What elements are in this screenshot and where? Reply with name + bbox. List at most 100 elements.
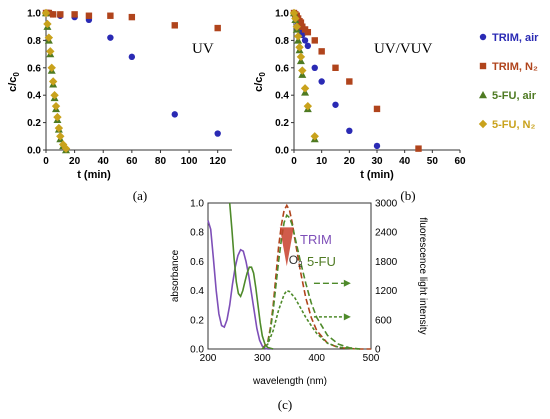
panel-a-xtick-label: 60: [126, 156, 138, 167]
panel-a-xtick-label: 120: [209, 156, 226, 167]
panel-a-point: [56, 132, 65, 141]
panel-b-annotation: UV/VUV: [374, 41, 432, 57]
panel-a-xlabel: t (min): [77, 169, 111, 181]
panel-b-point: [310, 132, 319, 141]
panel-b-xtick-label: 30: [371, 156, 383, 167]
panel-b-point: [295, 43, 304, 52]
panel-b-label: (b): [400, 188, 415, 203]
panel-b-point: [373, 142, 381, 150]
panel-c-xtick-label: 500: [363, 353, 380, 364]
panel-c-legend-trim: TRIM: [300, 232, 332, 247]
panel-b-xtick-label: 40: [399, 156, 411, 167]
panel-a-point: [51, 101, 61, 111]
panel-c-ytick-label: 0.2: [190, 315, 204, 326]
arrow-right-icon: [343, 279, 351, 287]
panel-a-label: (a): [133, 188, 147, 203]
panel-b-point: [332, 64, 339, 71]
panel-a-point: [48, 77, 58, 86]
arrow-right-icon: [343, 313, 351, 321]
panel-b-xtick-label: 10: [316, 156, 328, 167]
panel-c-ylabel: absorbance: [170, 249, 181, 302]
panel-b-ylabel: c/c0: [253, 72, 267, 92]
panel-b-point: [346, 78, 353, 85]
panel-a-point: [47, 63, 56, 72]
panel-a-xtick-label: 40: [98, 156, 110, 167]
panel-b-xtick-label: 0: [291, 156, 297, 167]
legend-marker: [479, 62, 487, 70]
legend-marker: [479, 33, 487, 41]
panel-b-point: [293, 32, 303, 41]
quench-arrow-icon: [279, 227, 294, 267]
panel-c-xtick-label: 200: [200, 353, 217, 364]
panel-c-ytick-label: 0.8: [190, 228, 204, 239]
panel-c-ytick-label: 1.0: [190, 199, 204, 210]
legend-marker: [479, 91, 487, 99]
panel-c-series-line: [261, 213, 361, 350]
panel-a-point: [171, 22, 178, 29]
panel-c-label: (c): [278, 397, 292, 412]
panel-a-xtick-label: 0: [43, 156, 49, 167]
panel-b-xlabel: t (min): [360, 169, 394, 181]
panel-c-ytick-label: 0.6: [190, 257, 204, 268]
panel-c-y2tick-label: 1200: [375, 286, 398, 297]
panel-a-point: [128, 53, 136, 61]
legend: TRIM, air TRIM, N₂ 5-FU, air 5-FU, N₂: [478, 32, 539, 131]
panel-c-series-line: [261, 203, 371, 350]
legend-marker: [478, 119, 488, 129]
panel-a-point: [61, 144, 71, 153]
panel-b-point: [304, 42, 312, 50]
panel-b-point: [311, 64, 318, 72]
panel-c-y2tick-label: 0: [375, 345, 381, 356]
panel-c-plot: 0.0 0.2 0.4 0.6 0.8 1.0 0 600 1200 1800 2400 3000 20…: [170, 199, 428, 413]
panel-b-ytick-label: 0.0: [275, 146, 289, 157]
panel-b-ytick-label: 0.2: [275, 118, 289, 129]
panel-b-point: [291, 14, 300, 23]
panel-c-y2label: fluorescence light intensity: [417, 217, 428, 334]
panel-a-point: [85, 12, 93, 19]
panel-b-point: [304, 28, 312, 36]
panel-c-xtick-label: 400: [308, 353, 325, 364]
panel-b-ytick-label: 0.6: [275, 63, 289, 74]
panel-b-ytick-label: 1.0: [275, 9, 289, 20]
panel-b-point: [298, 66, 307, 75]
legend-label: 5-FU, N₂: [492, 119, 536, 131]
panel-a-point: [50, 91, 59, 100]
panel-a-ylabel: c/c0: [7, 72, 21, 92]
panel-a-point: [71, 11, 78, 18]
panel-b-ytick-label: 0.4: [275, 91, 289, 102]
panel-a-plot: 0.0 0.2 0.4 0.6 0.8 1.0 0 20 40 60 80 100 120 c/c0 t…: [7, 9, 232, 203]
panel-a-ytick-label: 0.0: [27, 146, 41, 157]
panel-c-series-line: [207, 220, 274, 350]
panel-c-series-line: [228, 202, 274, 350]
panel-a-xtick-label: 20: [69, 156, 81, 167]
panel-a-ytick-label: 0.4: [27, 91, 41, 102]
panel-b-point: [311, 37, 318, 44]
panel-b-xtick-label: 50: [427, 156, 439, 167]
panel-a-point: [49, 11, 57, 18]
panel-b-ytick-label: 0.8: [275, 36, 289, 47]
panel-b-point: [301, 37, 309, 44]
panel-c-annotation: O2: [289, 253, 303, 269]
panel-c-ytick-label: 0.0: [190, 345, 204, 356]
panel-a-point: [57, 11, 64, 18]
panel-c-y2tick-label: 1800: [375, 257, 398, 268]
panel-a-point: [44, 33, 54, 42]
panel-a-point: [53, 112, 62, 122]
panel-b-point: [332, 101, 339, 108]
panel-b-xtick-label: 60: [454, 156, 466, 167]
panel-a-ytick-label: 0.2: [27, 118, 41, 129]
panel-c-series-line: [261, 289, 361, 350]
panel-c-frame: [207, 202, 372, 350]
panel-c-y2tick-label: 3000: [375, 199, 398, 210]
panel-a-point: [171, 111, 178, 118]
legend-label: 5-FU, air: [492, 90, 537, 102]
panel-b-point: [318, 78, 325, 85]
panel-b-point: [373, 105, 381, 113]
panel-a-ytick-label: 0.8: [27, 36, 41, 47]
legend-label: TRIM, air: [492, 32, 539, 44]
panel-a-point: [107, 34, 114, 41]
panel-c-xlabel: wavelength (nm): [252, 376, 327, 387]
panel-b-point: [303, 101, 313, 111]
panel-a-point: [54, 123, 64, 133]
